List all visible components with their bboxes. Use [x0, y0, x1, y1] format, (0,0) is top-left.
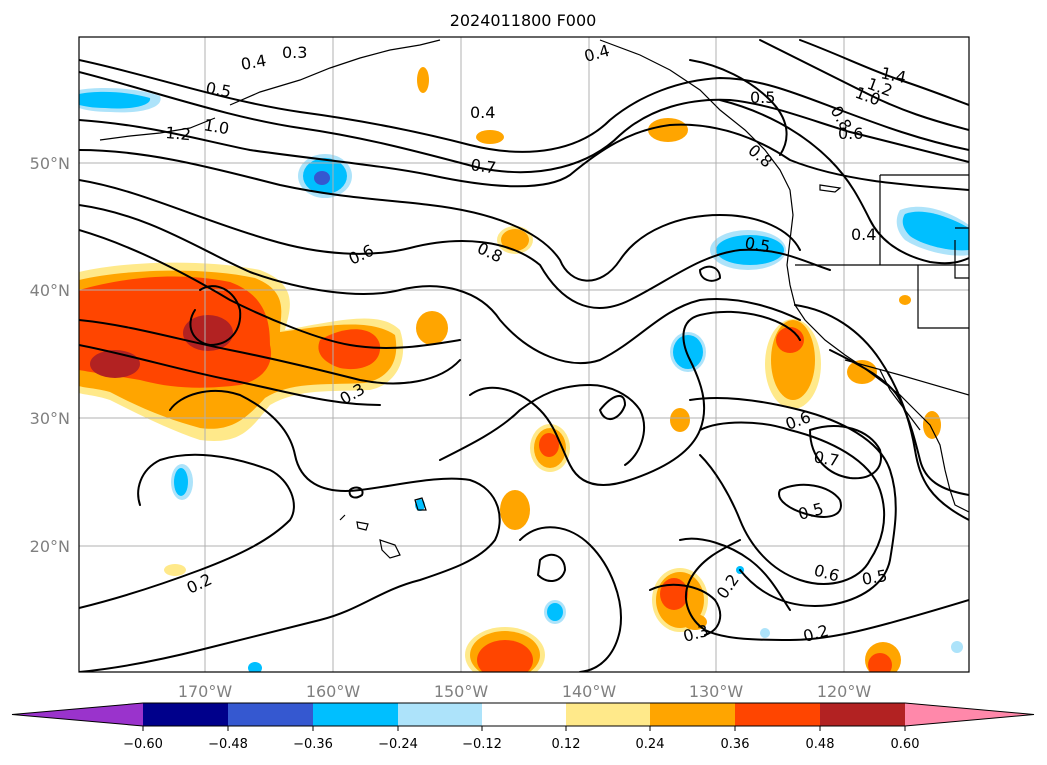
colorbar-tick-label: 0.36	[721, 737, 750, 752]
colorbar-cell	[905, 703, 1034, 726]
longitude-labels: 170°W 160°W 150°W 140°W 130°W 120°W	[178, 682, 872, 701]
dark-red-blob-2	[90, 350, 140, 378]
contour-label: 0.3	[282, 43, 307, 62]
lat-label: 20°N	[30, 537, 70, 556]
contour-label: 0.4	[239, 51, 267, 74]
contour-label: 0.7	[469, 155, 497, 177]
colorbar-cell	[650, 703, 735, 726]
colorbar-ticks: −0.60 −0.48 −0.36 −0.24 −0.12 0.12 0.24 …	[123, 726, 919, 752]
shading-layer	[79, 67, 969, 672]
figure-title: 2024011800 F000	[450, 11, 597, 30]
lon-label: 170°W	[178, 682, 233, 701]
colorbar-tick-label: 0.24	[636, 737, 665, 752]
contour-label: 0.6	[838, 124, 863, 143]
lat-label: 50°N	[30, 154, 70, 173]
colorbar-tick-label: −0.12	[462, 737, 502, 752]
lon-label: 150°W	[434, 682, 489, 701]
colorbar-cell	[228, 703, 313, 726]
colorbar-cell	[12, 703, 143, 726]
lon-label: 130°W	[689, 682, 744, 701]
colorbar-cell	[566, 703, 650, 726]
colorbar-cell	[143, 703, 228, 726]
contour-label: 0.5	[860, 566, 888, 589]
contour-label: 0.4	[470, 103, 495, 122]
colorbar-tick-label: 0.60	[891, 737, 920, 752]
lon-label: 140°W	[562, 682, 617, 701]
colorbar-tick-label: −0.24	[378, 737, 418, 752]
colorbar-cell	[820, 703, 905, 726]
colorbar-cell	[735, 703, 820, 726]
contour-label: 0.5	[750, 88, 775, 107]
contour-label: 1.4	[879, 63, 908, 87]
colorbar-tick-label: −0.60	[123, 737, 163, 752]
contour-label: 0.5	[743, 233, 771, 256]
lon-label: 120°W	[817, 682, 872, 701]
colorbar	[11, 702, 1035, 727]
colorbar-tick-label: 0.48	[806, 737, 835, 752]
latitude-labels: 50°N 40°N 30°N 20°N	[30, 154, 70, 556]
colorbar-cell	[398, 703, 482, 726]
contour-label: 1.0	[202, 115, 230, 138]
lon-label: 160°W	[306, 682, 361, 701]
colorbar-tick-label: −0.48	[208, 737, 248, 752]
colorbar-tick-label: 0.12	[552, 737, 581, 752]
colorbar-cell	[482, 703, 566, 726]
lat-label: 40°N	[30, 281, 70, 300]
contour-label: 0.7	[812, 447, 840, 470]
colorbar-cell	[313, 703, 398, 726]
lat-label: 30°N	[30, 409, 70, 428]
colorbar-tick-label: −0.36	[293, 737, 333, 752]
contour-layer	[79, 39, 969, 672]
contour-label: 0.4	[851, 225, 876, 244]
map-panel: 0.3 0.4 0.5 1.2 1.0 0.4 0.4 0.7 0.6 0.8 …	[79, 37, 969, 672]
contour-label: 0.5	[204, 78, 232, 101]
map-frame	[78, 36, 970, 673]
contour-label: 1.2	[165, 123, 192, 144]
